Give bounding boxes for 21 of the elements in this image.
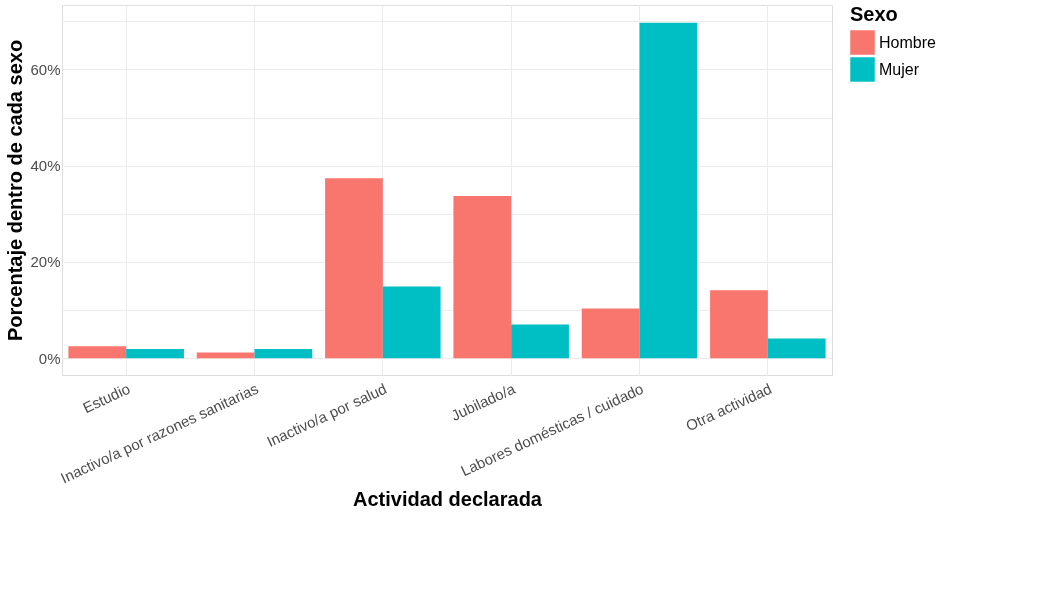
bar (196, 352, 255, 359)
bar (325, 178, 383, 359)
bar (767, 338, 826, 359)
y-tick-label: 20% (30, 253, 61, 271)
legend-title: Sexo (850, 3, 898, 25)
bar (581, 308, 640, 359)
legend-label: Hombre (879, 33, 937, 51)
bar (453, 196, 512, 359)
bar (126, 349, 184, 359)
x-axis-title: Actividad declarada (353, 488, 543, 511)
y-tick-label: 40% (30, 157, 61, 175)
y-axis-title: Porcentaje dentro de cada sexo (4, 39, 27, 342)
bar (254, 349, 313, 359)
bar (710, 290, 768, 359)
y-tick-label: 60% (30, 60, 61, 78)
legend-label: Mujer (879, 60, 920, 78)
bar (639, 22, 698, 359)
bar (382, 286, 441, 359)
bar (511, 324, 569, 359)
y-tick-label: 0% (38, 349, 61, 367)
bar (68, 346, 127, 359)
